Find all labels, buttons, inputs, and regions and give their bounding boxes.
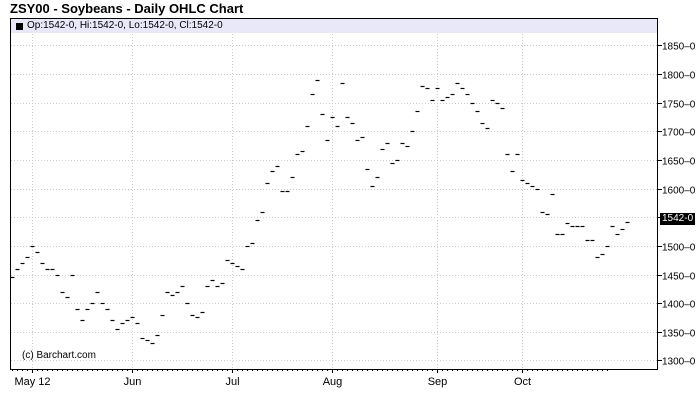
x-tick-label: Jul [225, 376, 239, 388]
ohlc-legend: Op:1542-0, Hi:1542-0, Lo:1542-0, Cl:1542… [27, 20, 223, 31]
y-tick-label: 1800–0 [662, 71, 696, 82]
credit-label: (c) Barchart.com [22, 350, 96, 361]
x-tick-label: May 12 [14, 376, 50, 388]
chart-title: ZSY00 - Soybeans - Daily OHLC Chart [10, 1, 244, 16]
y-tick-label: 1650–0 [662, 157, 696, 168]
legend-bar [11, 19, 657, 33]
x-tick-label: Oct [514, 376, 531, 388]
y-tick-label: 1700–0 [662, 128, 696, 139]
x-tick-label: Sep [428, 376, 448, 388]
y-tick-label: 1450–0 [662, 272, 696, 283]
x-tick-label: Jun [124, 376, 142, 388]
plot-frame [10, 18, 658, 370]
y-tick-label: 1600–0 [662, 186, 696, 197]
y-tick-label: 1400–0 [662, 300, 696, 311]
y-tick-label: 1350–0 [662, 329, 696, 340]
x-tick-label: Aug [323, 376, 343, 388]
y-tick-label: 1500–0 [662, 243, 696, 254]
y-tick-label: 1300–0 [662, 357, 696, 368]
last-price-tag: 1542-0 [660, 213, 696, 225]
y-tick-label: 1750–0 [662, 100, 696, 111]
legend-marker [16, 23, 23, 30]
y-tick-label: 1850–0 [662, 42, 696, 53]
